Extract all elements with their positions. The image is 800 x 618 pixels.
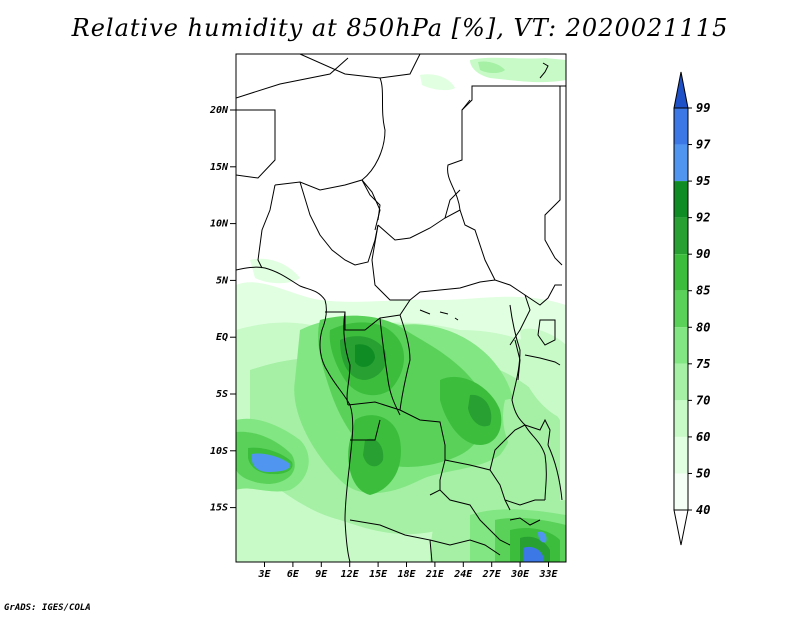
lat-label: 10S <box>210 446 228 457</box>
colorbar-top-arrow <box>673 71 689 109</box>
colorbar-label: 99 <box>696 101 710 115</box>
lon-label: 9E <box>315 569 328 580</box>
colorbar-label: 90 <box>696 247 710 261</box>
lon-label: 3E <box>257 569 271 580</box>
colorbar-band <box>674 327 688 364</box>
latitude-axis: 20N 15N 10N 5N EQ 5S 10S 15S <box>209 105 236 514</box>
colorbar-label: 97 <box>696 138 711 152</box>
colorbar-label: 75 <box>696 357 710 371</box>
page-title: Relative humidity at 850hPa [%], VT: 202… <box>71 14 729 42</box>
colorbar-label: 80 <box>696 320 710 334</box>
colorbar-label: 40 <box>696 503 710 517</box>
colorbar-bottom-arrow <box>673 509 689 546</box>
longitude-axis: 3E 6E 9E 12E 15E 18E 21E 24E 27E 30E 33E <box>257 562 559 580</box>
colorbar-band <box>674 290 688 328</box>
colorbar-band <box>674 144 688 182</box>
lon-label: 27E <box>482 569 502 580</box>
colorbar-label: 92 <box>696 211 710 225</box>
lon-label: 30E <box>510 569 530 580</box>
colorbar-band <box>674 400 688 437</box>
lon-label: 18E <box>397 569 416 580</box>
colorbar-band <box>674 181 688 218</box>
colorbar-label: 95 <box>696 174 710 188</box>
lon-label: 33E <box>538 569 558 580</box>
lon-label: 6E <box>287 569 300 580</box>
lon-label: 12E <box>341 569 360 580</box>
colorbar-band <box>674 108 688 145</box>
lat-label: 15S <box>210 503 228 514</box>
colorbar-label: 85 <box>696 284 710 298</box>
colorbar-band <box>674 217 688 255</box>
map-frame <box>235 53 567 563</box>
colorbar-band <box>674 473 688 510</box>
colorbar-label: 50 <box>696 466 710 480</box>
colorbar: 99 97 95 92 90 85 80 75 70 60 50 40 <box>673 71 711 546</box>
lat-label: 15N <box>210 162 229 173</box>
lat-label: EQ <box>216 332 228 343</box>
lat-label: 20N <box>209 105 229 116</box>
country-borders <box>236 54 566 562</box>
lat-label: 5S <box>216 389 228 400</box>
lon-label: 21E <box>425 569 445 580</box>
lat-label: 10N <box>210 219 229 230</box>
lon-label: 15E <box>369 569 388 580</box>
colorbar-band <box>674 363 688 401</box>
colorbar-label: 70 <box>696 393 710 407</box>
lon-label: 24E <box>453 569 473 580</box>
colorbar-band <box>674 436 688 474</box>
lat-label: 5N <box>216 275 229 286</box>
humidity-field <box>236 57 566 562</box>
colorbar-band <box>674 254 688 291</box>
credit-label: GrADS: IGES/COLA <box>4 603 91 613</box>
colorbar-label: 60 <box>696 430 710 444</box>
